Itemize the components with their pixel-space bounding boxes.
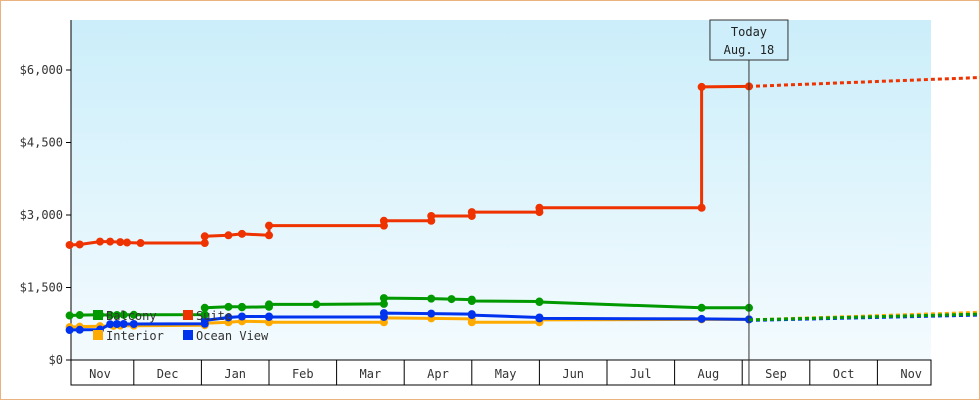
data-point <box>427 294 436 303</box>
legend-label-ocean-view: Ocean View <box>196 329 269 343</box>
data-point <box>379 309 388 318</box>
data-point <box>200 239 209 248</box>
y-tick-label: $6,000 <box>20 63 63 77</box>
data-point <box>75 240 84 249</box>
today-date: Aug. 18 <box>724 43 775 57</box>
data-point <box>106 311 115 320</box>
series-balcony <box>65 294 980 322</box>
data-point <box>224 302 233 311</box>
data-point <box>112 319 121 328</box>
y-tick-label: $1,500 <box>20 281 63 295</box>
x-tick-label: Sep <box>765 367 787 381</box>
data-point <box>535 298 544 306</box>
data-point <box>697 82 706 91</box>
y-tick-label: $0 <box>49 353 63 367</box>
legend-label-interior: Interior <box>106 329 164 343</box>
x-tick-label: Dec <box>157 367 179 381</box>
today-marker: Today Aug. 18 <box>709 19 789 385</box>
data-point <box>224 231 233 240</box>
series-lines <box>65 76 980 335</box>
data-point <box>237 312 246 321</box>
x-axis-band-bg <box>70 359 932 386</box>
data-point <box>467 208 476 217</box>
series-suite <box>65 76 980 249</box>
today-label: Today <box>731 25 767 39</box>
data-point <box>379 216 388 225</box>
data-point <box>119 310 128 319</box>
y-tick-label: $3,000 <box>20 208 63 222</box>
today-box <box>709 19 789 61</box>
data-point <box>467 311 476 320</box>
x-tick-label: Jul <box>630 367 652 381</box>
data-point <box>106 320 115 329</box>
data-point <box>237 303 246 312</box>
data-point <box>200 316 209 325</box>
y-tick-label: $4,500 <box>20 136 63 150</box>
data-point <box>697 314 706 323</box>
data-point <box>265 300 273 309</box>
data-point <box>65 240 74 249</box>
data-point <box>265 221 273 230</box>
data-point <box>200 310 209 319</box>
legend-swatch-interior <box>93 330 103 340</box>
data-point <box>467 297 476 306</box>
data-point <box>427 211 436 220</box>
legend-swatch-balcony <box>93 310 103 320</box>
x-tick-label: Jun <box>562 367 584 381</box>
legend: Balcony Suite Interior Ocean View <box>93 309 269 343</box>
data-point <box>96 237 104 246</box>
data-point <box>697 203 706 212</box>
data-point <box>312 300 321 309</box>
data-point <box>535 203 544 212</box>
legend-swatch-ocean-view <box>183 330 193 340</box>
data-point <box>75 325 84 334</box>
x-tick-label: Apr <box>427 367 449 381</box>
data-point <box>447 295 456 304</box>
data-point <box>116 238 125 247</box>
data-point <box>119 319 128 328</box>
data-point <box>379 299 388 308</box>
data-point <box>75 311 84 320</box>
x-tick-label: Oct <box>833 367 855 381</box>
data-point <box>123 238 132 247</box>
data-point <box>427 309 436 318</box>
x-tick-label: Aug <box>698 367 720 381</box>
data-point <box>129 319 138 328</box>
data-point <box>200 232 209 241</box>
data-point <box>265 231 273 240</box>
data-point <box>106 237 115 246</box>
data-point <box>65 326 74 335</box>
data-point <box>65 311 74 320</box>
series-ocean-view <box>65 309 980 335</box>
data-point <box>200 303 209 312</box>
data-point <box>467 318 476 327</box>
data-point <box>535 314 544 323</box>
y-axis: $0 $1,500 $3,000 $4,500 $6,000 <box>20 20 72 385</box>
x-tick-label: Nov <box>89 367 111 381</box>
plot-area <box>71 20 931 360</box>
data-point <box>265 312 273 321</box>
data-point <box>697 303 706 312</box>
x-tick-label: Nov <box>900 367 922 381</box>
x-tick-label: Mar <box>360 367 382 381</box>
legend-label-suite: Suite <box>196 309 232 323</box>
data-point <box>224 313 233 322</box>
legend-swatch-suite <box>183 310 193 320</box>
data-point <box>136 239 145 248</box>
x-tick-label: May <box>495 367 517 381</box>
x-tick-label: Jan <box>224 367 246 381</box>
legend-label-balcony: Balcony <box>106 309 157 323</box>
data-point <box>237 229 246 238</box>
data-point <box>129 310 138 319</box>
x-axis-band: Nov Dec Jan Feb Mar Apr May Jun Jul Aug Sep Oct Nov <box>70 359 932 386</box>
x-tick-label: Feb <box>292 367 314 381</box>
data-point <box>379 294 388 303</box>
data-point <box>112 311 121 320</box>
